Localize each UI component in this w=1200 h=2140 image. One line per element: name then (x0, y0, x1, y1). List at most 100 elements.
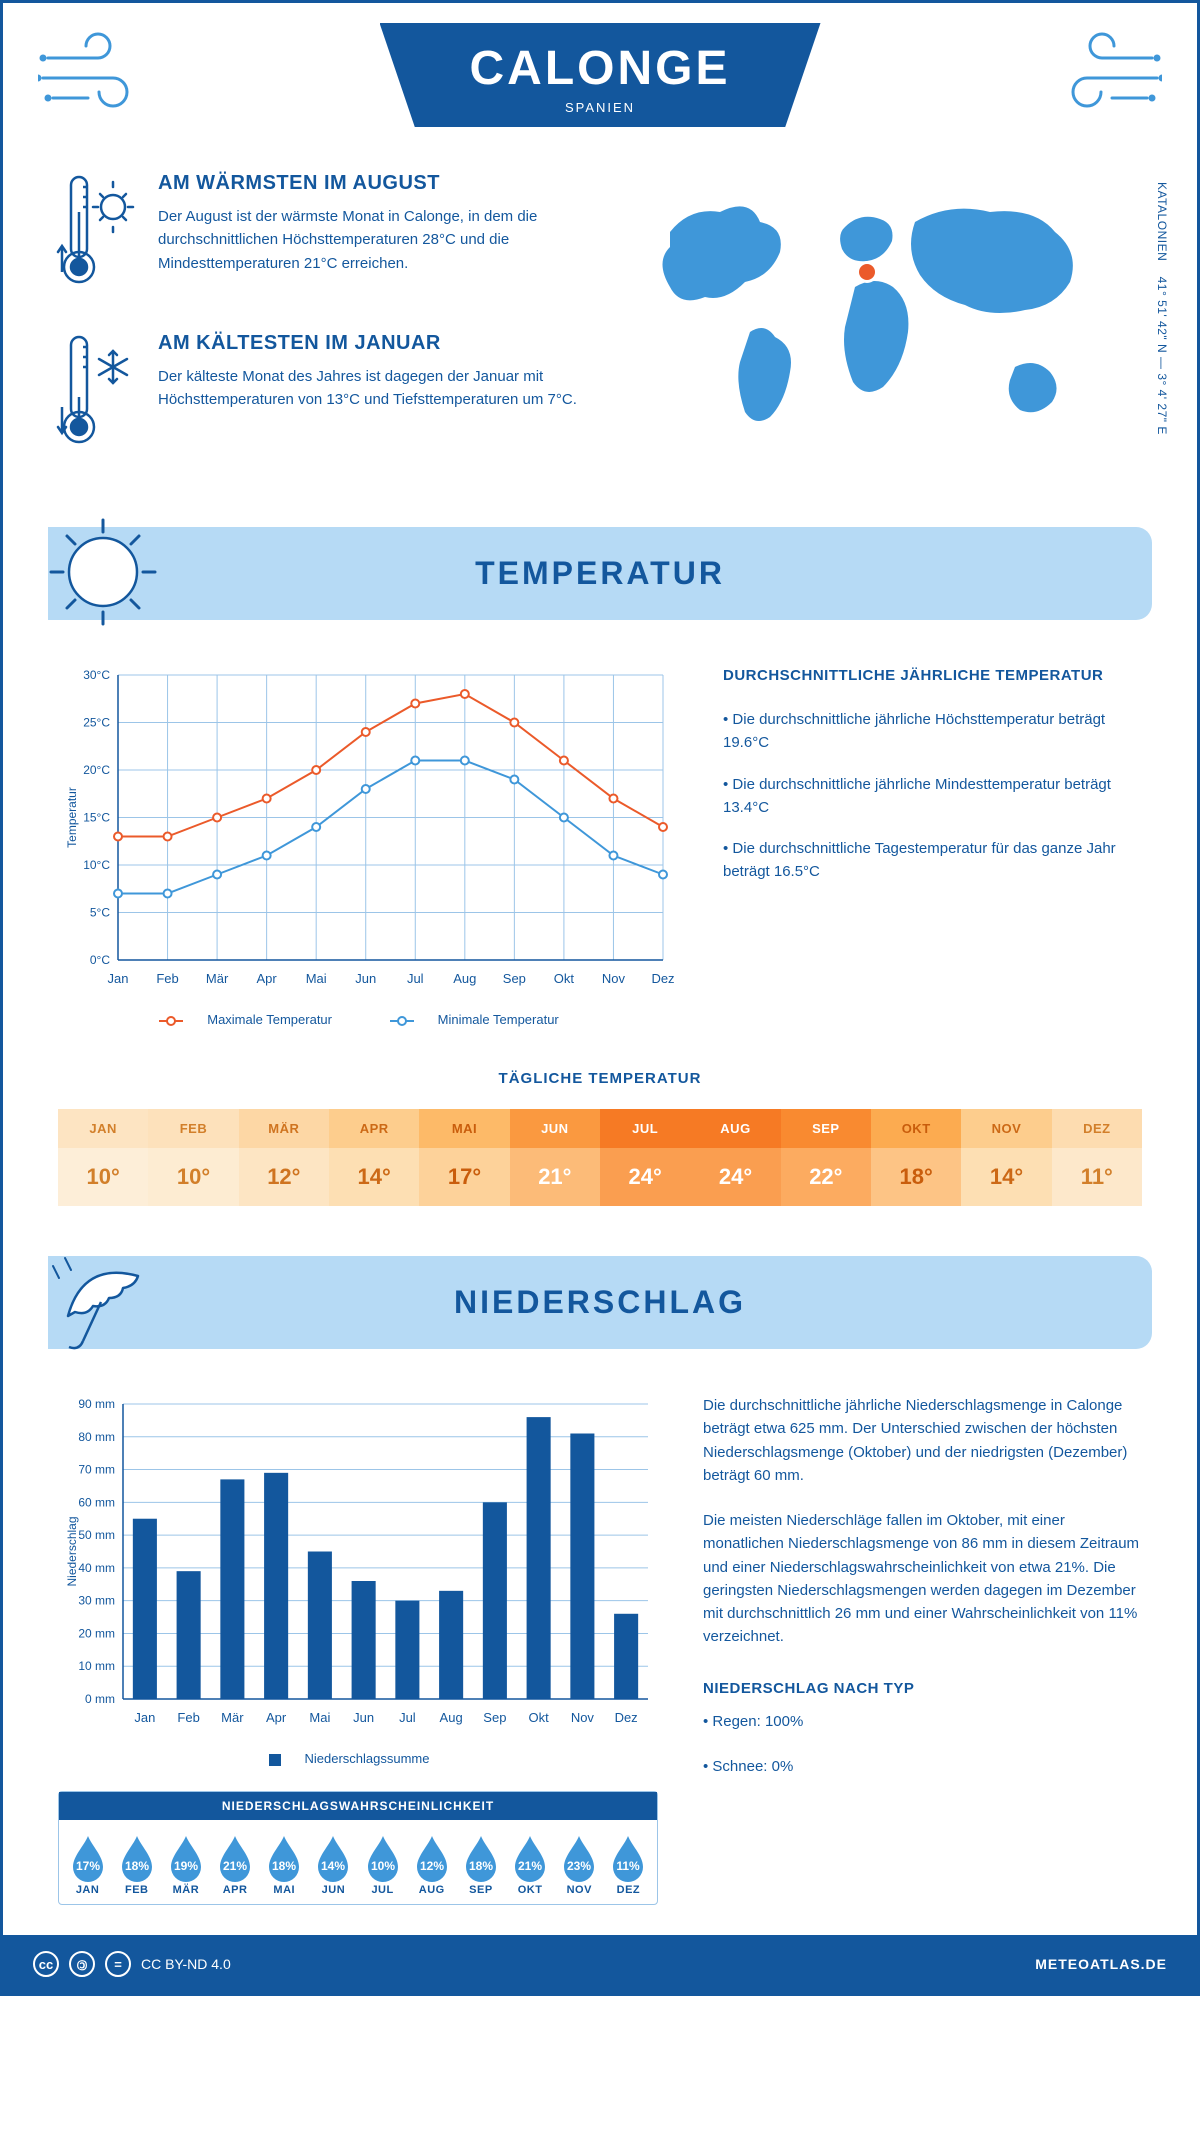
wind-icon (38, 28, 168, 118)
probability-box: NIEDERSCHLAGSWAHRSCHEINLICHKEIT 17% JAN … (58, 1791, 658, 1905)
daily-temp-table: JAN 10° FEB 10° MÄR 12° APR 14° MAI 17° … (58, 1109, 1142, 1206)
temp-col: NOV 14° (961, 1109, 1051, 1206)
by-icon: 🄯 (69, 1951, 95, 1977)
svg-text:Nov: Nov (571, 1710, 595, 1725)
temp-col: DEZ 11° (1052, 1109, 1142, 1206)
prob-cell: 23% NOV (555, 1832, 604, 1896)
prob-cell: 12% AUG (407, 1832, 456, 1896)
svg-text:20 mm: 20 mm (78, 1626, 115, 1640)
prob-cell: 21% APR (211, 1832, 260, 1896)
svg-text:Aug: Aug (453, 971, 476, 986)
svg-text:18%: 18% (469, 1859, 493, 1873)
nd-icon: = (105, 1951, 131, 1977)
svg-text:18%: 18% (125, 1859, 149, 1873)
svg-text:19%: 19% (174, 1859, 198, 1873)
temp-col: MÄR 12° (239, 1109, 329, 1206)
header: CALONGE SPANIEN (3, 3, 1197, 157)
svg-text:Jul: Jul (407, 971, 424, 986)
svg-text:40 mm: 40 mm (78, 1561, 115, 1575)
prob-cell: 18% MAI (260, 1832, 309, 1896)
svg-text:15°C: 15°C (83, 811, 110, 825)
svg-text:Jun: Jun (353, 1710, 374, 1725)
svg-text:Feb: Feb (156, 971, 178, 986)
temp-info-p3: • Die durchschnittliche Tagestemperatur … (723, 837, 1142, 884)
svg-text:Apr: Apr (257, 971, 278, 986)
warmest-title: AM WÄRMSTEN IM AUGUST (158, 172, 580, 195)
svg-text:10 mm: 10 mm (78, 1659, 115, 1673)
svg-text:Sep: Sep (483, 1710, 506, 1725)
svg-text:Mai: Mai (309, 1710, 330, 1725)
temp-legend: .legend .swatch:nth-of-type(1)::after{bo… (58, 1012, 678, 1027)
svg-text:90 mm: 90 mm (78, 1397, 115, 1411)
svg-text:17%: 17% (76, 1859, 100, 1873)
umbrella-icon (43, 1246, 158, 1361)
svg-text:Dez: Dez (651, 971, 674, 986)
coldest-fact: AM KÄLTESTEN IM JANUAR Der kälteste Mona… (53, 332, 580, 457)
title-banner: CALONGE SPANIEN (380, 23, 821, 127)
temp-col: AUG 24° (690, 1109, 780, 1206)
precipitation-bar-chart: 0 mm10 mm20 mm30 mm40 mm50 mm60 mm70 mm8… (58, 1394, 658, 1734)
precip-type-title: NIEDERSCHLAG NACH TYP (703, 1677, 1142, 1700)
svg-text:Jun: Jun (355, 971, 376, 986)
svg-text:0°C: 0°C (90, 953, 110, 967)
prob-cell: 18% FEB (112, 1832, 161, 1896)
prob-cell: 11% DEZ (604, 1832, 653, 1896)
temp-col: SEP 22° (781, 1109, 871, 1206)
svg-text:Mär: Mär (221, 1710, 244, 1725)
svg-text:50 mm: 50 mm (78, 1528, 115, 1542)
prob-cell: 18% SEP (456, 1832, 505, 1896)
svg-text:25°C: 25°C (83, 716, 110, 730)
svg-text:80 mm: 80 mm (78, 1430, 115, 1444)
svg-text:11%: 11% (617, 1859, 641, 1873)
svg-text:Okt: Okt (529, 1710, 550, 1725)
svg-text:Okt: Okt (554, 971, 575, 986)
svg-text:Jul: Jul (399, 1710, 416, 1725)
svg-text:10%: 10% (371, 1859, 395, 1873)
svg-text:60 mm: 60 mm (78, 1495, 115, 1509)
prob-cell: 21% OKT (506, 1832, 555, 1896)
footer: cc 🄯 = CC BY-ND 4.0 METEOATLAS.DE (3, 1935, 1197, 1993)
prob-cell: 14% JUN (309, 1832, 358, 1896)
svg-text:Temperatur: Temperatur (65, 787, 79, 848)
svg-text:0 mm: 0 mm (85, 1692, 115, 1706)
svg-text:14%: 14% (321, 1859, 345, 1873)
coldest-title: AM KÄLTESTEN IM JANUAR (158, 332, 580, 355)
cc-icon: cc (33, 1951, 59, 1977)
precip-p2: Die meisten Niederschläge fallen im Okto… (703, 1509, 1142, 1649)
svg-text:Aug: Aug (440, 1710, 463, 1725)
country-label: SPANIEN (470, 100, 731, 115)
prob-cell: 19% MÄR (161, 1832, 210, 1896)
precip-snow: • Schnee: 0% (703, 1755, 1142, 1778)
svg-text:Mär: Mär (206, 971, 229, 986)
thermometer-hot-icon (53, 172, 138, 292)
license-text: CC BY-ND 4.0 (141, 1956, 231, 1972)
temp-col: JAN 10° (58, 1109, 148, 1206)
svg-text:Nov: Nov (602, 971, 626, 986)
site-name: METEOATLAS.DE (1035, 1956, 1167, 1972)
world-map: KATALONIEN 41° 51' 42" N — 3° 4' 27" E (620, 172, 1147, 457)
svg-text:Jan: Jan (108, 971, 129, 986)
svg-text:30 mm: 30 mm (78, 1594, 115, 1608)
warmest-text: Der August ist der wärmste Monat in Calo… (158, 205, 580, 275)
prob-title: NIEDERSCHLAGSWAHRSCHEINLICHKEIT (59, 1792, 657, 1820)
temp-col: OKT 18° (871, 1109, 961, 1206)
coordinates: KATALONIEN 41° 51' 42" N — 3° 4' 27" E (1155, 182, 1169, 435)
temp-info-title: DURCHSCHNITTLICHE JÄHRLICHE TEMPERATUR (723, 665, 1142, 686)
svg-text:30°C: 30°C (83, 668, 110, 682)
sun-icon (43, 512, 163, 632)
temp-col: APR 14° (329, 1109, 419, 1206)
precip-heading: NIEDERSCHLAG (48, 1284, 1152, 1321)
temp-col: FEB 10° (148, 1109, 238, 1206)
svg-text:Niederschlag: Niederschlag (65, 1516, 79, 1586)
precip-p1: Die durchschnittliche jährliche Niedersc… (703, 1394, 1142, 1487)
temp-col: MAI 17° (419, 1109, 509, 1206)
svg-text:5°C: 5°C (90, 906, 110, 920)
page-title: CALONGE (470, 41, 731, 96)
temp-section-banner: TEMPERATUR (48, 527, 1152, 620)
daily-temp-title: TÄGLICHE TEMPERATUR (58, 1070, 1142, 1087)
svg-text:Dez: Dez (615, 1710, 638, 1725)
prob-cell: 17% JAN (63, 1832, 112, 1896)
precip-legend: Niederschlagssumme (58, 1751, 658, 1766)
temp-heading: TEMPERATUR (48, 555, 1152, 592)
thermometer-cold-icon (53, 332, 138, 452)
